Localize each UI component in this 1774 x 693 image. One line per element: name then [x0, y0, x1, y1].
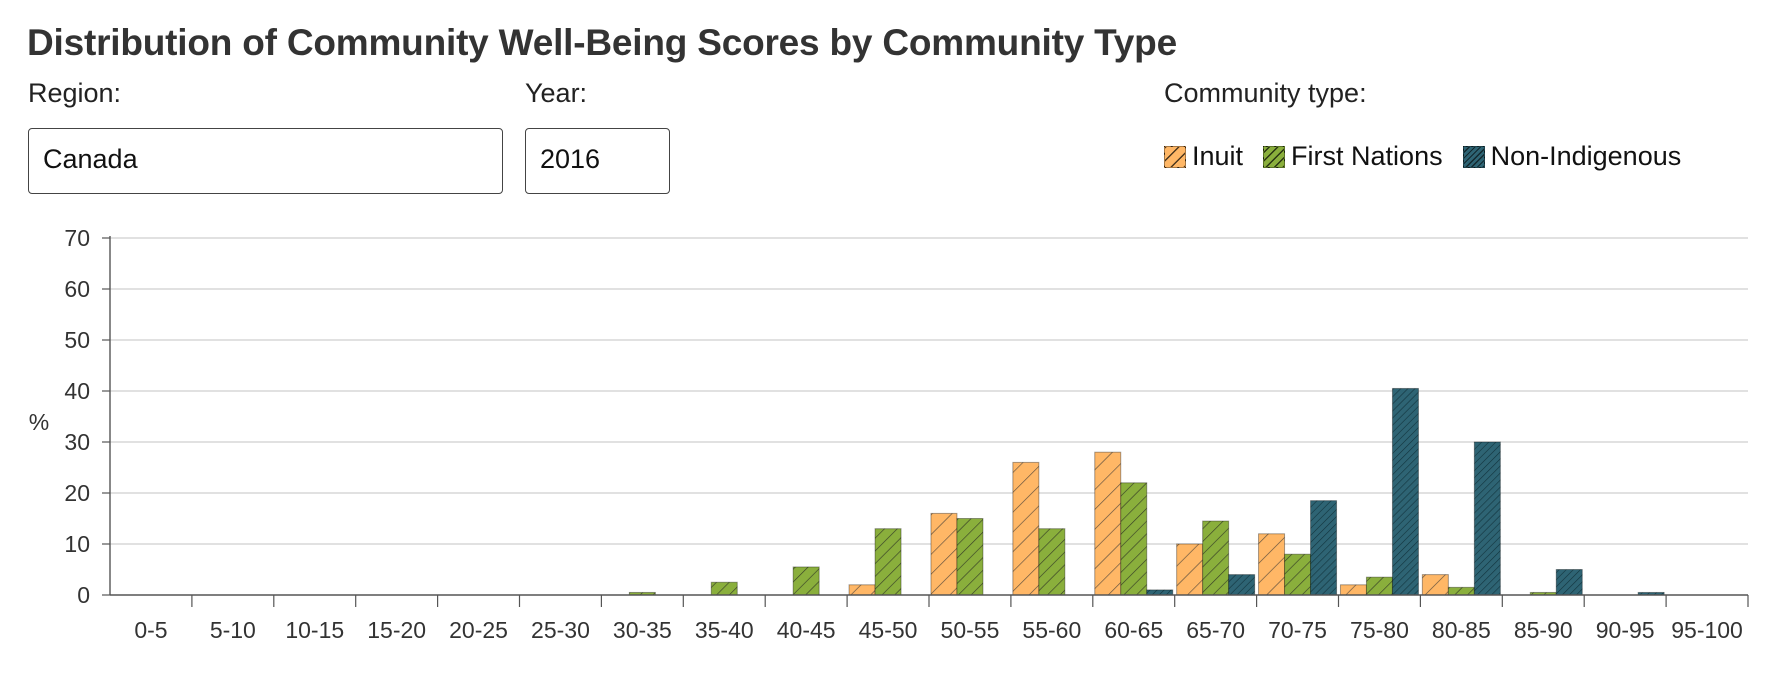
bar-hatch: [1258, 533, 1286, 596]
bar-first-nations-45-50[interactable]: [874, 528, 902, 596]
x-tick-label: 80-85: [1432, 617, 1491, 643]
x-tick-label: 50-55: [941, 617, 1000, 643]
bar-non-indigenous-70-75[interactable]: [1310, 500, 1338, 596]
bar-first-nations-65-70[interactable]: [1202, 520, 1230, 596]
legend: Inuit First Nations Non-Indigenous: [1164, 141, 1681, 172]
x-tick-label: 65-70: [1186, 617, 1245, 643]
bar-hatch: [710, 581, 738, 596]
region-label: Region:: [28, 78, 122, 108]
bar-non-indigenous-85-90[interactable]: [1555, 569, 1583, 596]
legend-label-first-nations: First Nations: [1291, 141, 1443, 171]
bar-hatch: [874, 528, 902, 596]
legend-item-inuit[interactable]: Inuit: [1164, 141, 1243, 172]
x-tick-label: 60-65: [1104, 617, 1163, 643]
bar-inuit-70-75[interactable]: [1258, 533, 1286, 596]
x-tick-label: 30-35: [613, 617, 672, 643]
grid-lines: [110, 237, 1748, 545]
bar-first-nations-55-60[interactable]: [1038, 528, 1066, 596]
y-tick-label: 30: [64, 429, 90, 455]
legend-label-inuit: Inuit: [1192, 141, 1244, 171]
bar-hatch: [1284, 553, 1312, 596]
bar-inuit-50-55[interactable]: [930, 512, 958, 596]
bar-hatch: [1146, 589, 1174, 596]
x-tick-label: 55-60: [1022, 617, 1081, 643]
axes: 0 10 20 30 40 50 60 70 0-5 5-10 10-15 15-20 20-25 25-…: [64, 225, 1749, 643]
bar-non-indigenous-75-80[interactable]: [1391, 387, 1419, 596]
x-tick-label: 0-5: [134, 617, 167, 643]
region-select[interactable]: Canada: [28, 128, 503, 194]
bars: [628, 387, 1665, 596]
x-tick-label: 20-25: [449, 617, 508, 643]
bar-hatch: [1012, 461, 1040, 596]
x-tick-label: 85-90: [1514, 617, 1573, 643]
bar-inuit-55-60[interactable]: [1012, 461, 1040, 596]
y-tick-label: 0: [77, 582, 90, 608]
x-tick-label: 95-100: [1671, 617, 1743, 643]
legend-swatch-first-nations: [1263, 145, 1286, 168]
x-tick-label: 10-15: [285, 617, 344, 643]
bar-hatch: [1228, 574, 1256, 596]
bar-first-nations-60-65[interactable]: [1120, 482, 1148, 596]
bar-hatch: [1094, 451, 1122, 596]
x-tick-label: 5-10: [210, 617, 256, 643]
bar-inuit-75-80[interactable]: [1339, 584, 1367, 596]
bar-first-nations-35-40[interactable]: [710, 581, 738, 596]
x-tick-label: 45-50: [859, 617, 918, 643]
y-tick-label: 10: [64, 531, 90, 557]
bar-inuit-45-50[interactable]: [848, 584, 876, 596]
bar-non-indigenous-65-70[interactable]: [1228, 574, 1256, 596]
bar-hatch: [1310, 500, 1338, 596]
year-label: Year:: [525, 78, 588, 108]
bar-non-indigenous-80-85[interactable]: [1473, 441, 1501, 596]
bar-inuit-60-65[interactable]: [1094, 451, 1122, 596]
y-tick-label: 70: [64, 225, 90, 251]
x-tick-label: 35-40: [695, 617, 754, 643]
bar-hatch: [1391, 387, 1419, 596]
legend-swatch-inuit: [1164, 145, 1186, 168]
bar-inuit-80-85[interactable]: [1421, 574, 1449, 596]
community-type-label: Community type:: [1164, 78, 1367, 108]
bar-hatch: [1202, 520, 1230, 596]
y-axis-label: %: [29, 409, 49, 435]
x-tick-label: 70-75: [1268, 617, 1327, 643]
bar-non-indigenous-60-65[interactable]: [1146, 589, 1174, 596]
bar-hatch: [1365, 576, 1393, 596]
bar-first-nations-75-80[interactable]: [1365, 576, 1393, 596]
legend-item-first-nations[interactable]: First Nations: [1263, 141, 1443, 172]
bar-hatch: [930, 512, 958, 596]
bar-first-nations-80-85[interactable]: [1447, 586, 1475, 596]
bar-hatch: [1339, 584, 1367, 596]
x-tick-label: 15-20: [367, 617, 426, 643]
x-tick-label: 90-95: [1596, 617, 1655, 643]
bar-first-nations-40-45[interactable]: [792, 566, 820, 596]
chart-title: Distribution of Community Well-Being Sco…: [27, 22, 1177, 63]
bar-hatch: [1473, 441, 1501, 596]
bar-hatch: [1176, 543, 1204, 596]
bar-hatch: [956, 518, 984, 596]
legend-swatch-non-indigenous: [1462, 145, 1485, 168]
y-tick-label: 20: [64, 480, 90, 506]
y-tick-label: 60: [64, 276, 90, 302]
x-tick-label: 40-45: [777, 617, 836, 643]
bar-first-nations-50-55[interactable]: [956, 518, 984, 596]
y-tick-label: 40: [64, 378, 90, 404]
legend-item-non-indigenous[interactable]: Non-Indigenous: [1462, 141, 1682, 172]
bar-hatch: [848, 584, 876, 596]
bar-hatch: [1555, 569, 1583, 596]
bar-hatch: [1447, 586, 1475, 596]
bar-hatch: [1120, 482, 1148, 596]
x-tick-label: 75-80: [1350, 617, 1409, 643]
bar-hatch: [792, 566, 820, 596]
bar-first-nations-70-75[interactable]: [1284, 553, 1312, 596]
x-tick-label: 25-30: [531, 617, 590, 643]
bar-hatch: [1038, 528, 1066, 596]
bar-inuit-65-70[interactable]: [1176, 543, 1204, 596]
bar-hatch: [1421, 574, 1449, 596]
legend-label-non-indigenous: Non-Indigenous: [1490, 141, 1682, 171]
y-tick-label: 50: [64, 327, 90, 353]
year-select[interactable]: 2016: [525, 128, 670, 194]
